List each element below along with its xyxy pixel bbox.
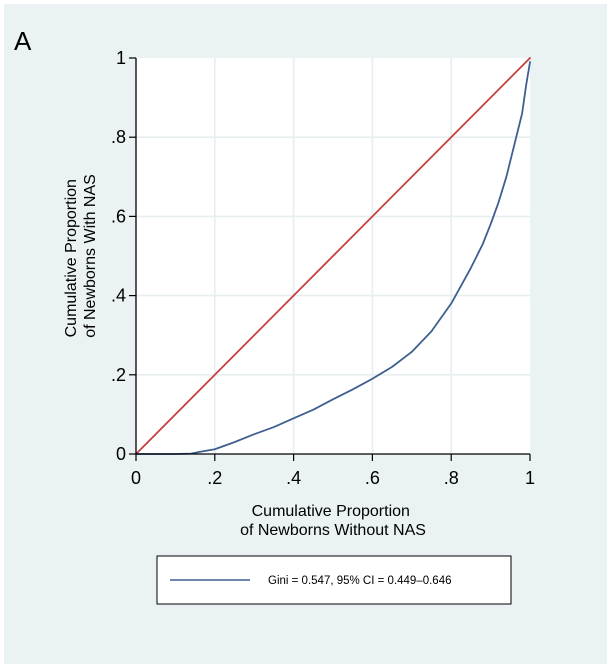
x-tick-label-1: .2 <box>207 468 222 488</box>
x-tick-label-2: .4 <box>286 468 301 488</box>
y-tick-label-1: .2 <box>111 365 126 385</box>
series-layer <box>135 57 531 455</box>
x-tick-label-3: .6 <box>365 468 380 488</box>
panel-label: A <box>14 26 32 56</box>
legend-label-lorenz: Gini = 0.547, 95% CI = 0.449–0.646 <box>268 575 452 587</box>
x-axis-title-line-1: Cumulative Proportion <box>252 503 410 520</box>
y-tick-label-0: 0 <box>116 444 126 464</box>
legend: Gini = 0.547, 95% CI = 0.449–0.646 <box>156 555 512 605</box>
y-axis-title: Cumulative Proportion of Newborns With N… <box>63 174 99 338</box>
x-tick-label-0: 0 <box>131 468 141 488</box>
y-tick-label-5: 1 <box>116 48 126 68</box>
lorenz-curve-line <box>135 61 531 455</box>
y-tick-label-4: .8 <box>111 127 126 147</box>
line-of-equality-line <box>135 57 531 455</box>
grid-lines <box>136 58 530 454</box>
x-axis-title: Cumulative Proportion of Newborns Withou… <box>240 503 426 539</box>
y-tick-label-3: .6 <box>111 206 126 226</box>
y-axis-title-line-1: Cumulative Proportion <box>63 179 80 337</box>
x-axis-title-line-2: of Newborns Without NAS <box>240 522 426 539</box>
axes <box>135 58 530 455</box>
x-tick-label-4: .8 <box>444 468 459 488</box>
y-tick-label-2: .4 <box>111 286 126 306</box>
tick-labels: 0 .2 .4 .6 .8 1 0 .2 .4 .6 .8 1 <box>111 48 535 488</box>
y-axis-title-line-2: of Newborns With NAS <box>82 174 99 338</box>
x-tick-label-5: 1 <box>525 468 535 488</box>
